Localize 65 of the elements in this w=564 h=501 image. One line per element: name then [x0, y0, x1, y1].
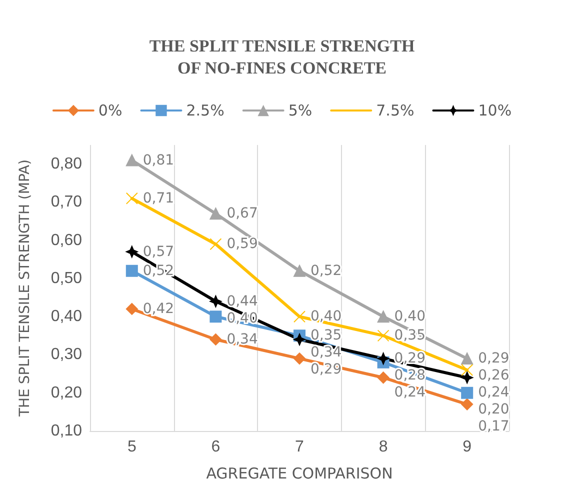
- x-tick-label: 7: [295, 438, 304, 456]
- data-label: 0,52: [310, 262, 342, 279]
- point: [210, 238, 222, 250]
- legend-label: 5%: [288, 102, 312, 120]
- y-axis-title: THE SPLIT TENSILE STRENGTH (MPA): [17, 159, 33, 418]
- y-tick-label: 0,40: [50, 308, 82, 326]
- point: [210, 208, 222, 220]
- point: [126, 192, 138, 204]
- point: [377, 372, 390, 384]
- x-axis-title: AGREGATE COMPARISON: [206, 464, 393, 482]
- point: [126, 302, 138, 315]
- data-label: 0,20: [478, 402, 510, 418]
- point: [126, 246, 138, 258]
- y-tick-label: 0,30: [50, 346, 82, 364]
- point: [126, 264, 138, 277]
- y-tick-label: 0,10: [50, 422, 82, 440]
- data-label: 0,71: [142, 190, 174, 206]
- y-tick-label: 0,20: [50, 384, 82, 402]
- data-label: 0,29: [394, 350, 426, 367]
- data-label: 0,40: [394, 308, 426, 325]
- point: [377, 352, 390, 365]
- data-label: 0,29: [310, 362, 342, 378]
- legend-label: 7.5%: [376, 102, 414, 120]
- data-label: 0,34: [310, 344, 342, 361]
- y-tick-label: 0,60: [50, 232, 82, 249]
- point: [126, 154, 138, 166]
- data-label: 0,42: [142, 300, 174, 317]
- point: [294, 310, 306, 323]
- point: [377, 330, 390, 342]
- data-label: 0,24: [394, 384, 426, 401]
- data-label: 0,24: [478, 384, 510, 401]
- point: [461, 398, 474, 410]
- x-tick-label: 8: [378, 438, 388, 456]
- y-tick-label: 0,70: [50, 194, 82, 211]
- point: [461, 352, 474, 365]
- data-label: 0,26: [478, 368, 510, 384]
- data-label: 0,67: [226, 206, 258, 222]
- data-label: 0,29: [478, 350, 510, 367]
- chart-title: THE SPLIT TENSILE STRENGTH OF NO-FINES CONCRETE: [149, 36, 415, 78]
- data-label: 0,57: [142, 244, 174, 260]
- point: [377, 310, 390, 323]
- point: [461, 386, 474, 399]
- legend-label: 10%: [478, 102, 512, 120]
- data-label: 0,40: [310, 308, 342, 325]
- y-tick-label: 0,50: [50, 270, 82, 287]
- data-label: 0,34: [226, 331, 258, 348]
- point: [461, 372, 474, 384]
- data-label: 0,44: [226, 293, 258, 310]
- legend-label: 2.5%: [186, 102, 224, 120]
- legend-label: 0%: [98, 102, 122, 120]
- data-label: 0,59: [226, 236, 258, 252]
- data-label: 0,17: [478, 418, 510, 435]
- point: [210, 333, 222, 346]
- y-tick-label: 0,80: [50, 156, 82, 173]
- point: [210, 295, 222, 308]
- point: [210, 310, 222, 323]
- data-label: 0,35: [310, 328, 342, 344]
- x-tick-label: 6: [211, 438, 220, 456]
- x-tick-label: 9: [462, 438, 472, 456]
- data-label: 0,81: [142, 152, 174, 168]
- point: [294, 333, 306, 346]
- point: [294, 264, 306, 277]
- point: [294, 352, 306, 365]
- point: [461, 364, 474, 376]
- x-tick-label: 5: [127, 438, 136, 456]
